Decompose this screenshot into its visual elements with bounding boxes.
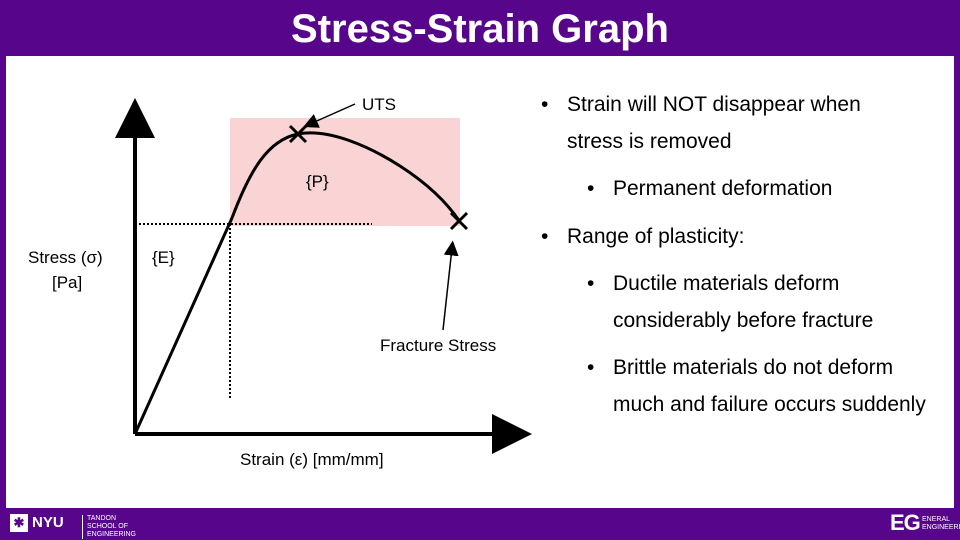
eg-subtext-line1: ENERAL: [922, 516, 960, 524]
tandon-subtext: TANDON SCHOOL OF ENGINEERING: [82, 515, 147, 539]
elastic-curve: [135, 218, 232, 434]
bullet-text: Strain will NOT disappear when stress is…: [541, 86, 921, 160]
plastic-region: [230, 118, 460, 226]
x-axis-label: Strain (ε) [mm/mm]: [240, 450, 384, 470]
plastic-region-label: {P}: [306, 172, 329, 192]
elastic-region-label: {E}: [152, 248, 175, 268]
bullet-dot: •: [541, 86, 548, 123]
eg-wordmark: EG: [890, 512, 920, 534]
uts-label: UTS: [362, 95, 396, 115]
y-axis-label-line1: Stress (σ): [28, 248, 103, 268]
bullet-text: Ductile materials deform considerably be…: [587, 265, 927, 339]
nyu-tandon-logo: ✱ NYU TANDON SCHOOL OF ENGINEERING: [10, 512, 142, 534]
bullet-dot: •: [587, 349, 594, 386]
nyu-torch-icon: ✱: [10, 514, 28, 532]
eg-subtext-line2: ENGINEERING: [922, 524, 960, 532]
bullet-dot: •: [541, 218, 548, 255]
bullet-dot: •: [587, 265, 594, 302]
bullet-dot: •: [587, 170, 594, 207]
bullet-permanent-deformation: • Permanent deformation: [587, 170, 927, 207]
bullet-text: Permanent deformation: [587, 170, 927, 207]
bullet-text: Brittle materials do not deform much and…: [587, 349, 947, 423]
bullet-ductile-materials: • Ductile materials deform considerably …: [587, 265, 927, 339]
fracture-callout-arrow: [443, 248, 452, 330]
general-engineering-logo: EG ENERAL ENGINEERING: [890, 512, 956, 534]
y-axis-label-line2: [Pa]: [52, 273, 82, 293]
eg-subtext: ENERAL ENGINEERING: [922, 516, 960, 532]
bullet-strain-not-disappear: • Strain will NOT disappear when stress …: [541, 86, 921, 160]
bullet-brittle-materials: • Brittle materials do not deform much a…: [587, 349, 947, 423]
bullet-range-of-plasticity: • Range of plasticity:: [541, 218, 921, 255]
fracture-stress-label: Fracture Stress: [380, 336, 496, 356]
nyu-wordmark: NYU: [32, 514, 64, 532]
bullet-text: Range of plasticity:: [541, 218, 921, 255]
